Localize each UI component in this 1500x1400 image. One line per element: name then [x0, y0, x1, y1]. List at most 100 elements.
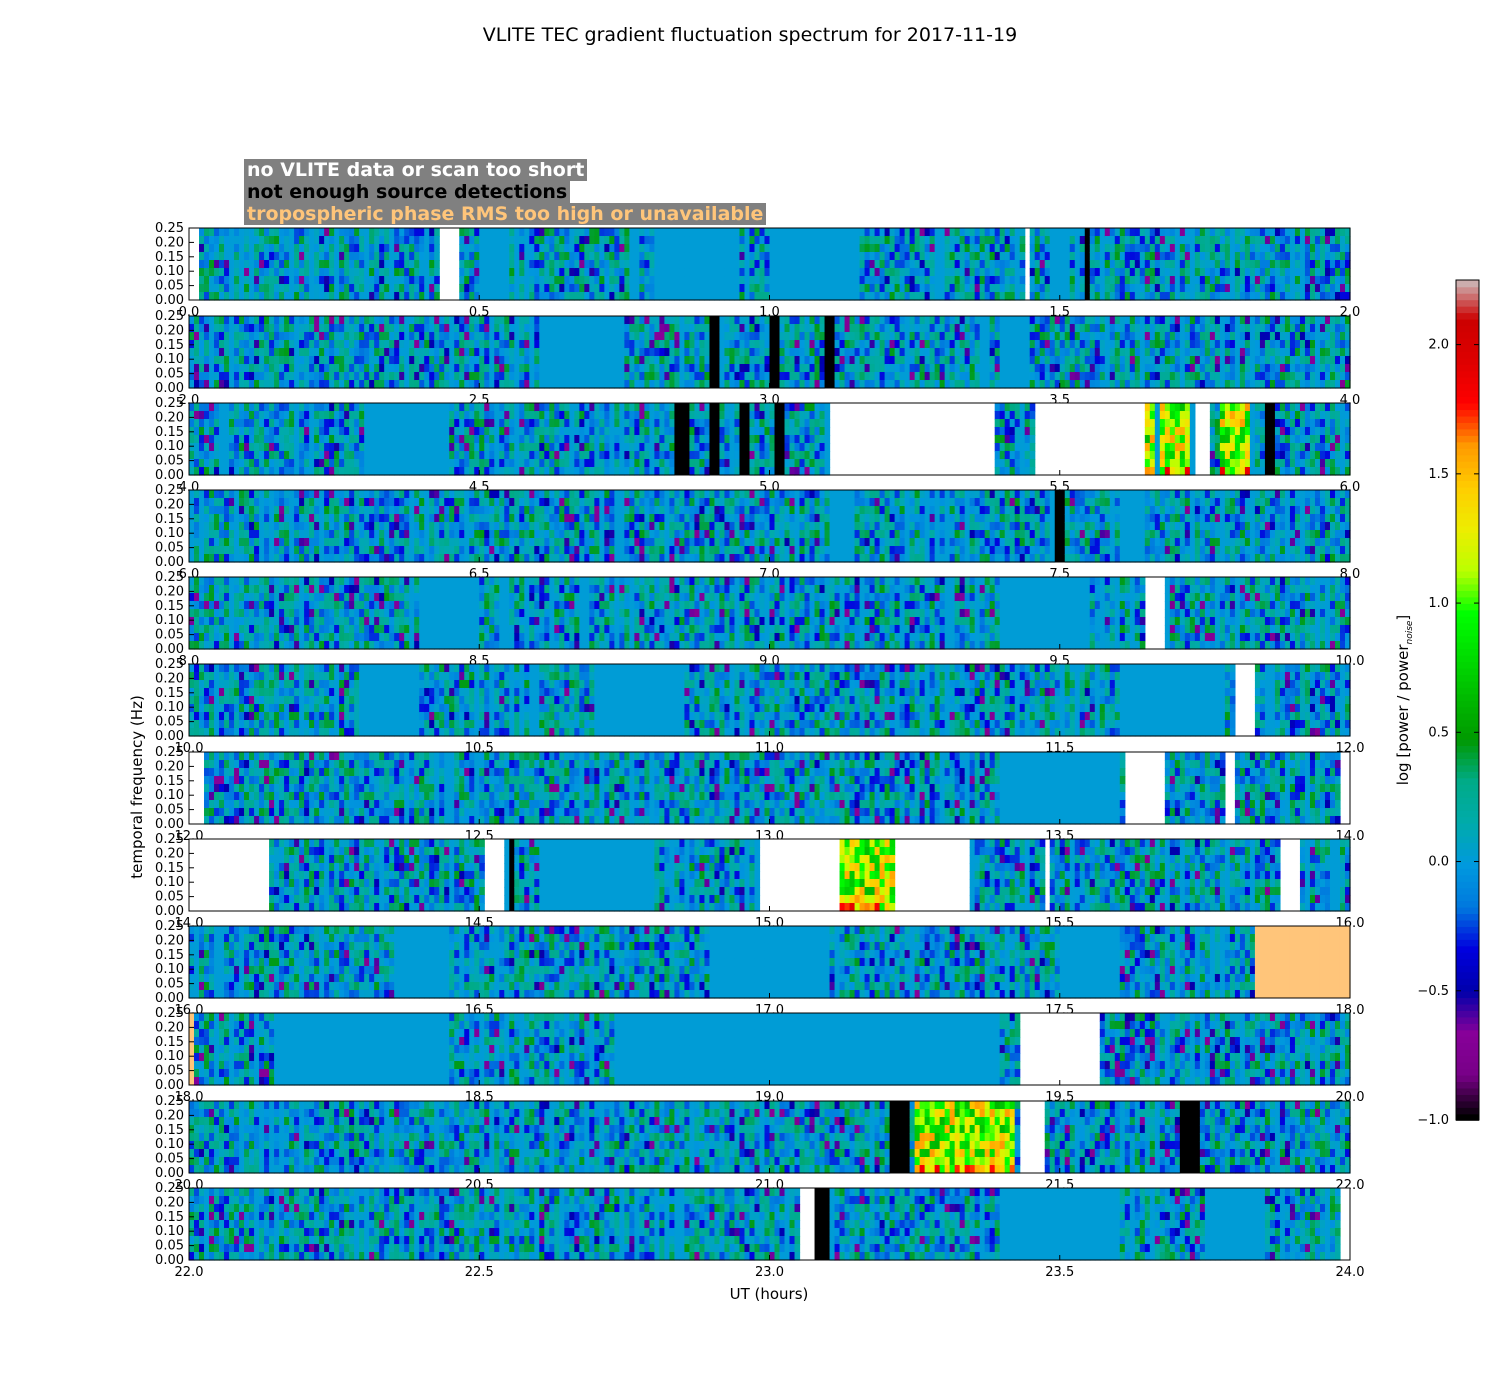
- heatmap-cell: [339, 292, 345, 301]
- heatmap-cell: [569, 244, 575, 253]
- heatmap-cell: [629, 244, 635, 253]
- heatmap-cell: [269, 252, 275, 261]
- heatmap-cell: [469, 292, 475, 301]
- heatmap-cell: [489, 236, 495, 245]
- heatmap-cell: [865, 228, 871, 237]
- heatmap-cell: [494, 260, 500, 269]
- heatmap-cell: [764, 268, 770, 277]
- heatmap-cell: [940, 244, 946, 253]
- heatmap-cell: [509, 236, 515, 245]
- heatmap-cell: [875, 268, 881, 277]
- heatmap-cell: [579, 284, 585, 293]
- heatmap-cell: [800, 292, 806, 301]
- heatmap-cell: [780, 260, 786, 269]
- heatmap-cell: [259, 244, 265, 253]
- heatmap-cell: [679, 244, 685, 253]
- heatmap-cell: [935, 236, 941, 245]
- heatmap-cell: [419, 228, 425, 237]
- heatmap-cell: [865, 236, 871, 245]
- heatmap-cell: [359, 292, 365, 301]
- heatmap-cell: [214, 252, 220, 261]
- heatmap-cell: [584, 236, 590, 245]
- heatmap-cell: [514, 260, 520, 269]
- heatmap-cell: [724, 228, 730, 237]
- heatmap-cell: [529, 228, 535, 237]
- heatmap-cell: [749, 228, 755, 237]
- heatmap-cell: [770, 236, 776, 245]
- heatmap-cell: [209, 244, 215, 253]
- heatmap-cell: [599, 292, 605, 301]
- heatmap-cell: [579, 276, 585, 285]
- heatmap-cell: [754, 244, 760, 253]
- heatmap-cell: [759, 252, 765, 261]
- heatmap-cell: [414, 276, 420, 285]
- heatmap-cell: [364, 292, 370, 301]
- heatmap-cell: [274, 276, 280, 285]
- heatmap-cell: [895, 268, 901, 277]
- heatmap-cell: [314, 260, 320, 269]
- heatmap-cell: [674, 292, 680, 301]
- heatmap-cell: [384, 252, 390, 261]
- heatmap-cell: [389, 228, 395, 237]
- heatmap-cell: [820, 244, 826, 253]
- heatmap-cell: [644, 292, 650, 301]
- heatmap-cell: [609, 284, 615, 293]
- heatmap-cell: [494, 228, 500, 237]
- heatmap-cell: [214, 268, 220, 277]
- heatmap-cell: [464, 292, 470, 301]
- heatmap-cell: [584, 228, 590, 237]
- heatmap-cell: [634, 228, 640, 237]
- heatmap-cell: [709, 236, 715, 245]
- heatmap-cell: [770, 228, 776, 237]
- heatmap-cell: [319, 236, 325, 245]
- heatmap-cell: [719, 268, 725, 277]
- heatmap-cell: [404, 292, 410, 301]
- heatmap-cell: [234, 244, 240, 253]
- heatmap-cell: [714, 244, 720, 253]
- heatmap-cell: [249, 284, 255, 293]
- heatmap-cell: [199, 236, 205, 245]
- heatmap-cell: [749, 260, 755, 269]
- heatmap-cell: [780, 252, 786, 261]
- heatmap-cell: [634, 292, 640, 301]
- heatmap-cell: [384, 292, 390, 301]
- heatmap-cell: [694, 276, 700, 285]
- heatmap-cell: [354, 268, 360, 277]
- heatmap-cell: [744, 276, 750, 285]
- heatmap-cell: [304, 292, 310, 301]
- heatmap-cell: [494, 236, 500, 245]
- heatmap-cell: [634, 244, 640, 253]
- heatmap-cell: [830, 244, 836, 253]
- heatmap-cell: [274, 236, 280, 245]
- heatmap-cell: [905, 268, 911, 277]
- heatmap-cell: [674, 228, 680, 237]
- heatmap-cell: [925, 244, 931, 253]
- heatmap-cell: [724, 236, 730, 245]
- heatmap-cell: [810, 276, 816, 285]
- heatmap-cell: [900, 276, 906, 285]
- heatmap-cell: [554, 284, 560, 293]
- heatmap-cell: [669, 276, 675, 285]
- heatmap-cell: [219, 236, 225, 245]
- heatmap-cell: [684, 268, 690, 277]
- heatmap-cell: [920, 252, 926, 261]
- heatmap-cell: [409, 268, 415, 277]
- heatmap-cell: [219, 252, 225, 261]
- heatmap-cell: [604, 228, 610, 237]
- heatmap-cell: [739, 228, 745, 237]
- heatmap-cell: [274, 260, 280, 269]
- heatmap-cell: [850, 244, 856, 253]
- heatmap-cell: [870, 292, 876, 301]
- heatmap-cell: [549, 284, 555, 293]
- heatmap-cell: [669, 236, 675, 245]
- heatmap-cell: [694, 284, 700, 293]
- heatmap-cell: [790, 228, 796, 237]
- heatmap-cell: [309, 292, 315, 301]
- heatmap-cell: [334, 228, 340, 237]
- heatmap-cell: [619, 276, 625, 285]
- heatmap-cell: [659, 260, 665, 269]
- heatmap-cell: [364, 268, 370, 277]
- heatmap-cell: [835, 276, 841, 285]
- heatmap-cell: [294, 236, 300, 245]
- heatmap-cell: [434, 268, 440, 277]
